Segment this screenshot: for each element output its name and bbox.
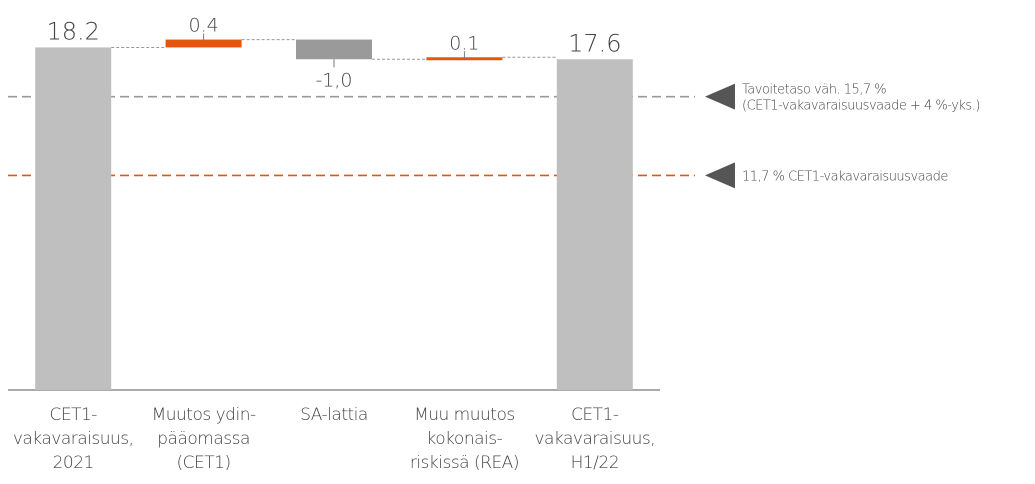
reference-marker <box>705 162 735 189</box>
x-tick-label: vakavaraisuus, <box>534 429 655 449</box>
x-tick-label: CET1- <box>49 405 97 425</box>
reference-label: (CET1-vakavaraisuusvaade + 4 %-yks.) <box>742 99 980 114</box>
bar <box>556 59 633 390</box>
x-tick-label: riskissä (REA) <box>410 453 519 473</box>
value-label: 18.2 <box>46 17 99 45</box>
x-tick-label: Muutos ydin- <box>152 405 256 425</box>
bar <box>296 39 372 60</box>
x-tick-label: kokonais- <box>427 429 503 449</box>
x-tick-label: pääomassa <box>157 429 250 449</box>
x-tick-label: CET1- <box>571 405 619 425</box>
x-tick-label: (CET1) <box>177 453 231 473</box>
reference-label: Tavoitetaso väh. 15,7 % <box>742 83 886 98</box>
value-label: 0.1 <box>449 32 479 54</box>
value-label: -1,0 <box>315 69 352 91</box>
value-label: 0.4 <box>188 15 218 37</box>
reference-marker <box>705 83 735 110</box>
x-tick-label: vakavaraisuus, <box>13 429 134 449</box>
x-tick-label: H1/22 <box>571 453 619 473</box>
x-tick-label: Muu muutos <box>414 405 515 425</box>
reference-label: 11,7 % CET1-vakavaraisuusvaade <box>742 169 948 184</box>
bar <box>35 47 112 390</box>
x-tick-label: SA-lattia <box>300 405 368 425</box>
value-label: 17.6 <box>568 29 621 57</box>
x-tick-label: 2021 <box>53 453 94 473</box>
bar <box>165 39 242 48</box>
